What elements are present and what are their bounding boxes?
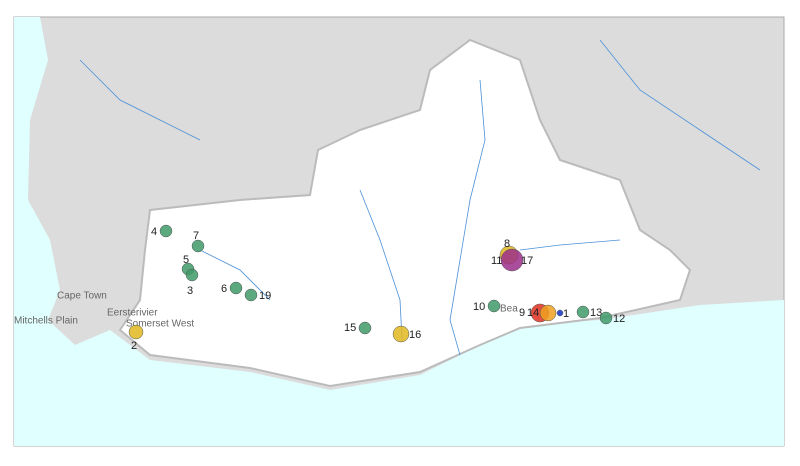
site-label: 9: [519, 307, 525, 319]
site-marker: [576, 305, 590, 319]
site-marker: [128, 324, 144, 340]
site-marker: [392, 325, 410, 343]
catchment-region: [118, 38, 692, 388]
place-label: Bea: [500, 304, 518, 315]
place-labels: Cape Town Mitchells Plain EersterivierSome…: [14, 291, 518, 330]
site-label: 6: [221, 283, 227, 295]
site-label: 12: [613, 313, 625, 325]
site-label: 14: [527, 307, 539, 319]
site-marker: [191, 239, 205, 253]
place-label: Mitchells Plain: [14, 316, 78, 327]
site-marker: [358, 321, 372, 335]
rivers: [79, 39, 761, 356]
place-label: Cape Town: [57, 291, 107, 302]
site-label: 5: [183, 254, 189, 266]
site-marker: [500, 248, 524, 272]
site-label: 19: [259, 290, 271, 302]
site-label: 7: [193, 230, 199, 242]
site-label: 17: [521, 255, 533, 267]
site-label: 10: [473, 301, 485, 313]
site-label: 8: [504, 238, 510, 250]
place-label: Somerset West: [126, 319, 194, 330]
site-label: 1: [563, 308, 569, 320]
site-marker: [487, 299, 501, 313]
site-marker: [185, 268, 199, 282]
site-label: 13: [590, 307, 602, 319]
ocean: [14, 17, 784, 446]
site-label: 16: [409, 329, 421, 341]
site-marker: [556, 309, 564, 317]
site-label: 11: [491, 255, 502, 267]
site-marker: [229, 281, 243, 295]
site-label: 3: [187, 285, 193, 297]
place-label: Eersterivier: [107, 308, 158, 319]
site-marker: [159, 224, 173, 238]
site-marker: [599, 311, 613, 325]
site-label: 4: [151, 226, 157, 238]
site-marker: [539, 304, 557, 322]
site-label: 2: [131, 340, 137, 352]
site-marker: [244, 288, 258, 302]
site-label: 15: [344, 322, 356, 334]
